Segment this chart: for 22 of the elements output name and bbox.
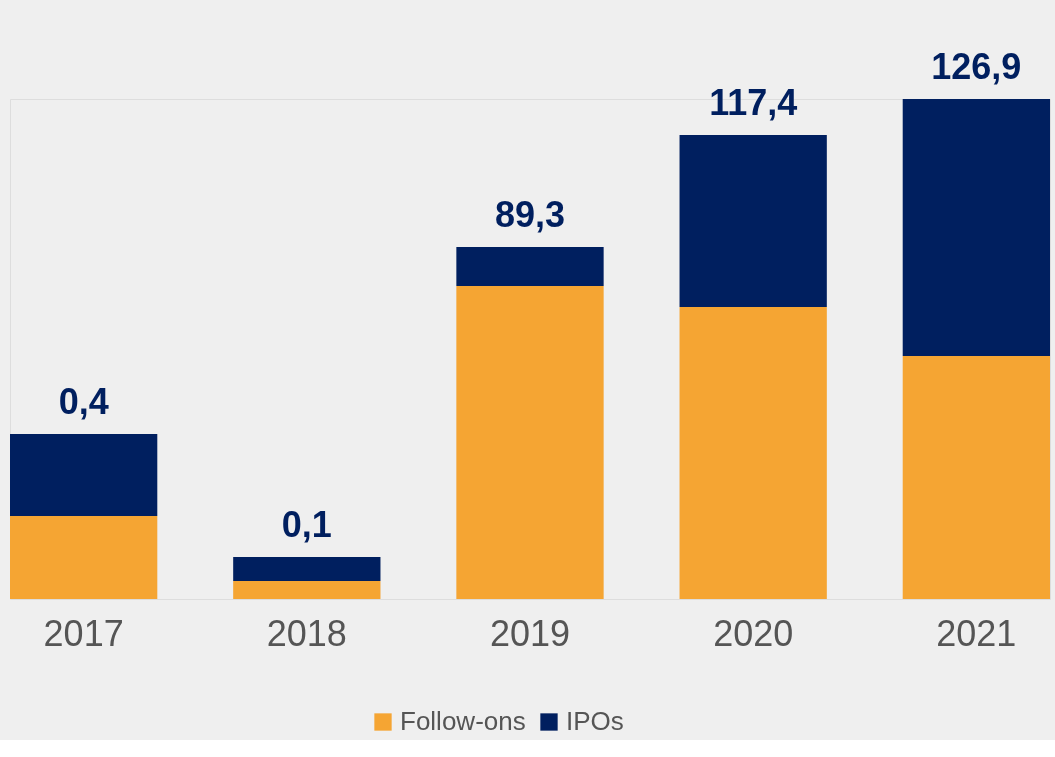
annotation: 126,9 <box>931 46 1022 87</box>
annotation: 0,4 <box>58 381 109 422</box>
x-tick-label: 2017 <box>43 612 124 654</box>
legend-label: IPOs <box>566 706 624 736</box>
annotation: 0,1 <box>281 504 332 545</box>
bar <box>456 286 604 599</box>
bar <box>679 307 827 599</box>
x-tick-label: 2020 <box>713 612 794 654</box>
legend-label: Follow-ons <box>400 706 526 736</box>
bar <box>10 516 158 599</box>
bar <box>233 557 381 581</box>
x-tick-label: 2018 <box>266 612 347 654</box>
x-tick-label: 2021 <box>936 612 1017 654</box>
bar <box>233 581 381 599</box>
x-tick-label: 2019 <box>489 612 571 654</box>
bar <box>902 356 1050 599</box>
bar <box>902 99 1050 356</box>
bar <box>456 247 604 286</box>
bar <box>679 135 827 307</box>
bar <box>10 434 158 516</box>
annotation: 89,3 <box>494 194 566 235</box>
annotation: 117,4 <box>709 82 798 123</box>
